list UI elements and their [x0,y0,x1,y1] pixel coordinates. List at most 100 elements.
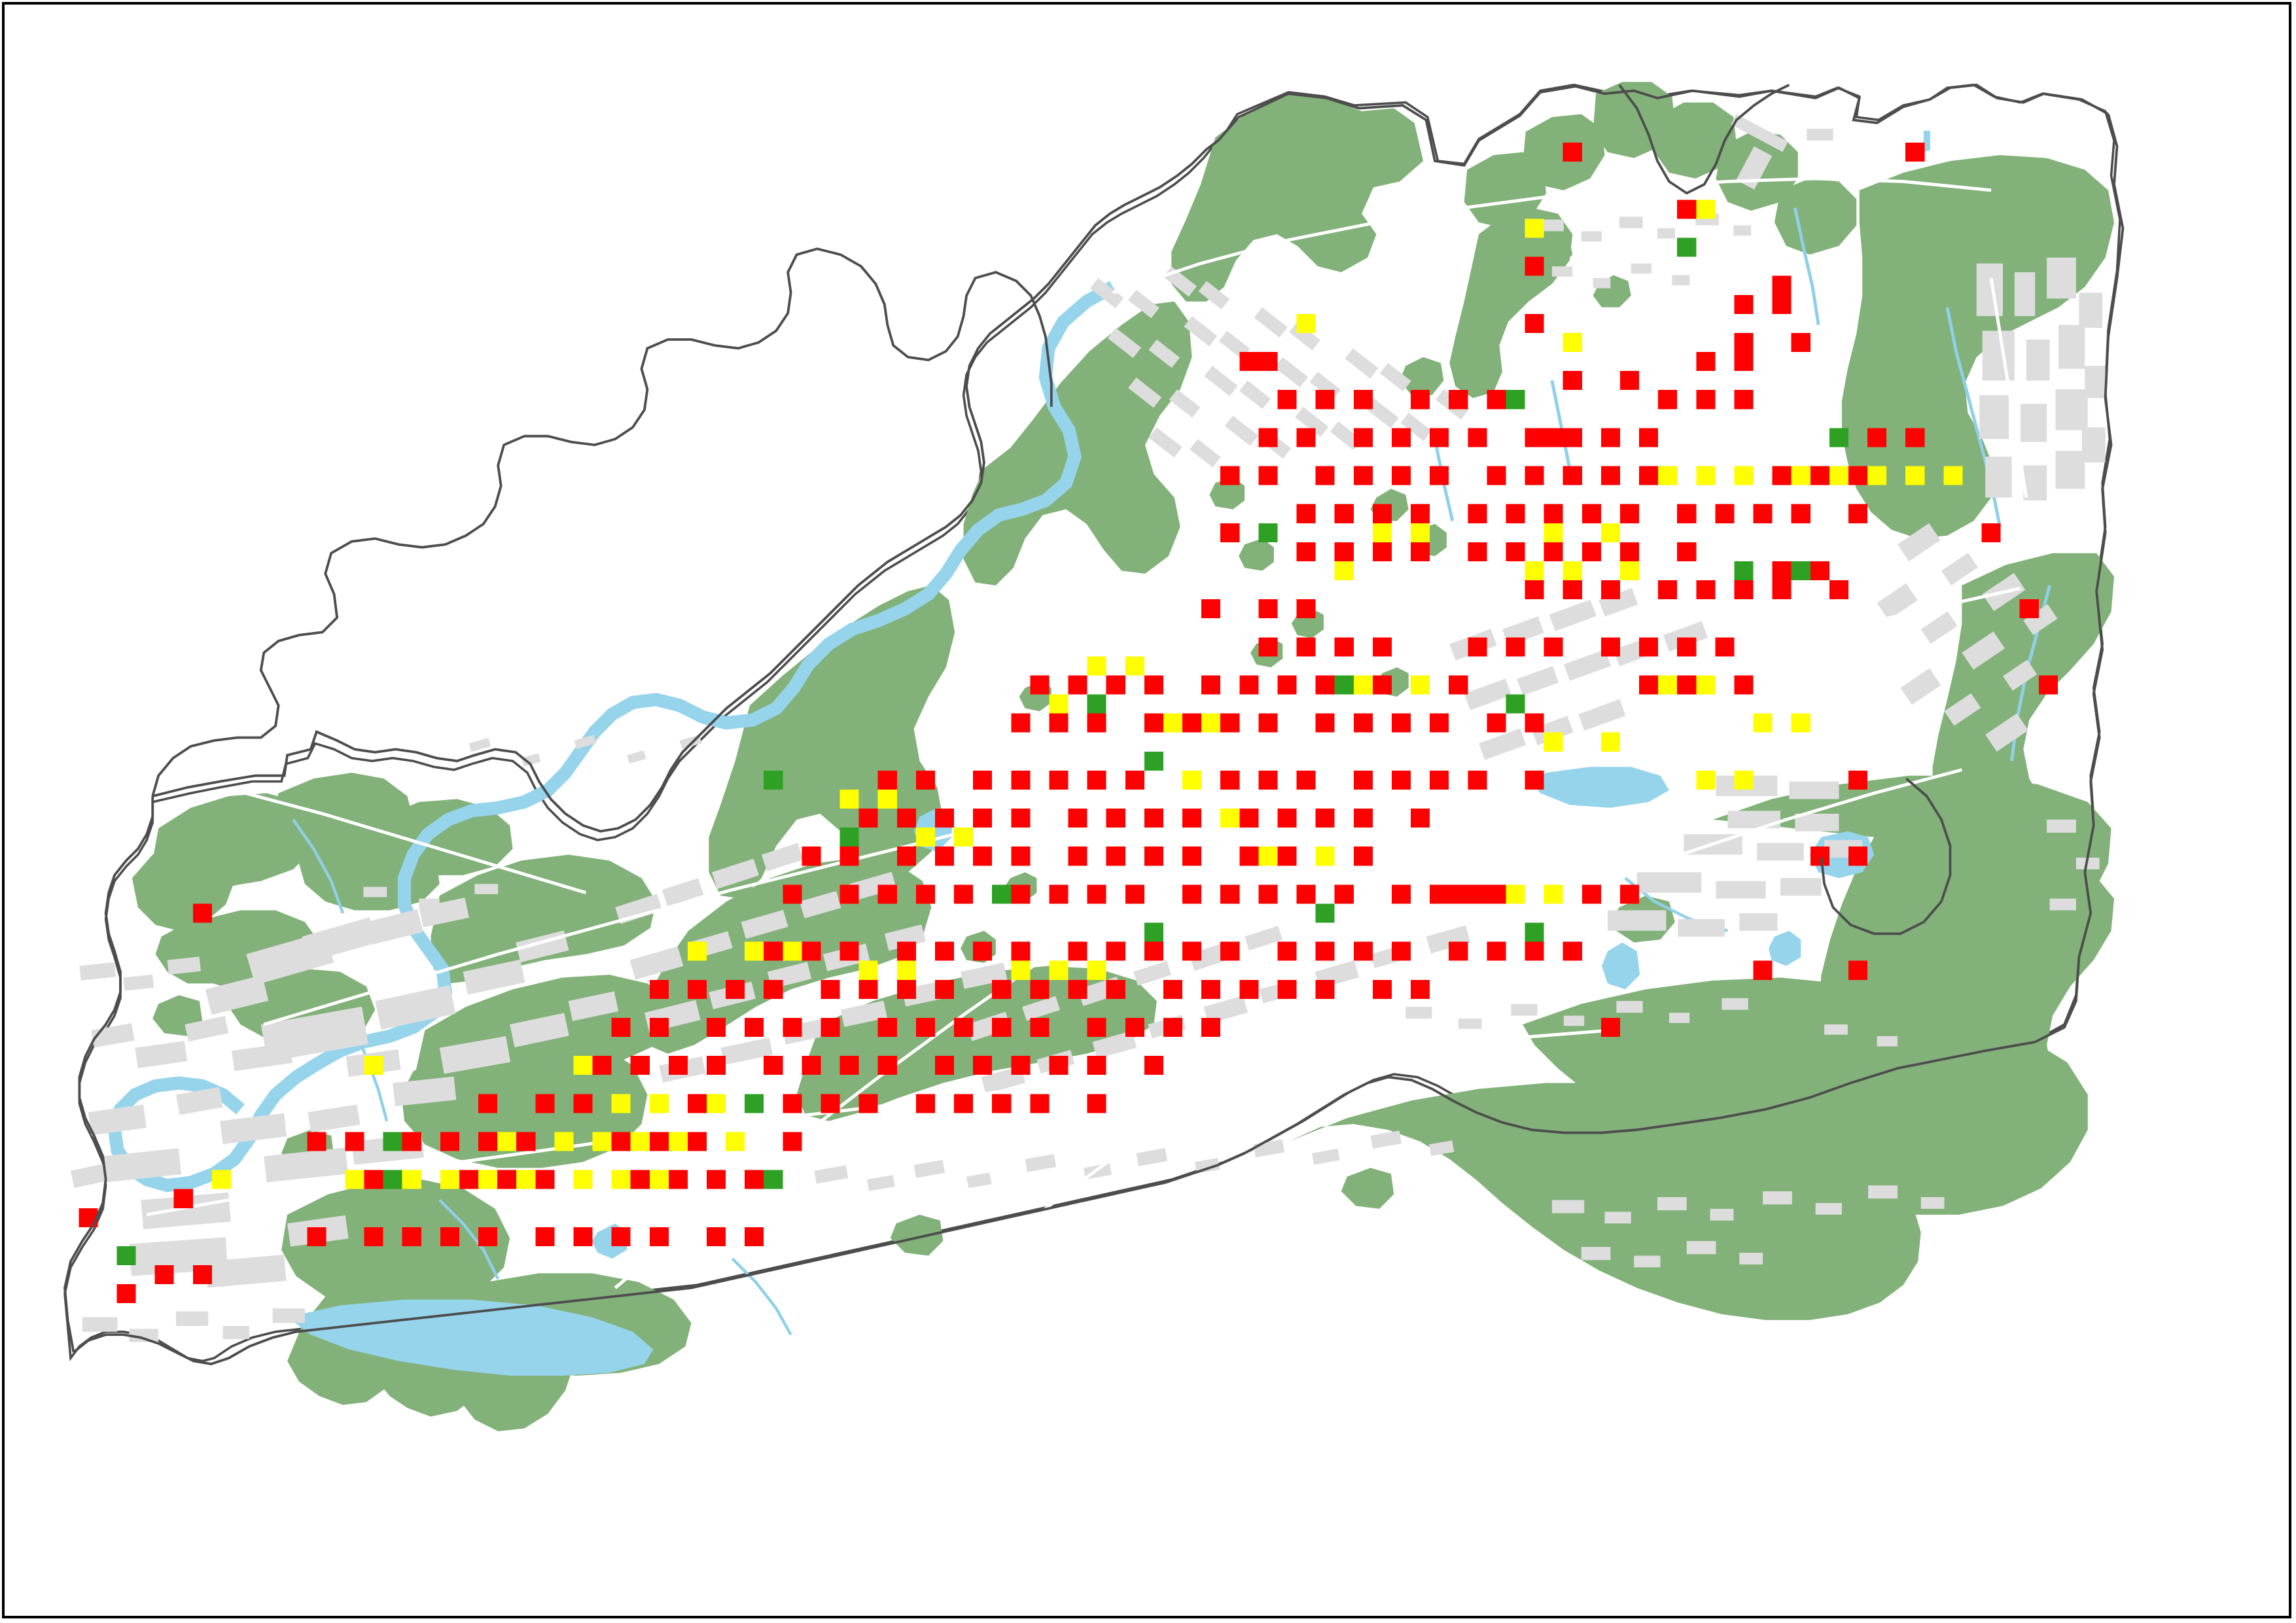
grid-cell-high [1430,466,1449,485]
grid-cell-high [2038,675,2058,695]
grid-cell-high [858,1094,878,1113]
grid-cell-high [1619,542,1640,561]
grid-cell-high [1258,428,1278,447]
grid-cell-high [973,809,993,828]
grid-cell-high [1258,884,1278,904]
grid-cell-high [1239,675,1259,695]
grid-cell-high [1106,979,1125,999]
grid-cell-high [1296,884,1316,904]
grid-cell-low [1334,675,1354,695]
grid-cell-high [1201,599,1221,619]
grid-cell-high [1411,979,1430,999]
grid-cell-high [1087,1056,1106,1075]
grid-cell-high [896,941,916,961]
grid-cell-high [1391,770,1411,790]
grid-cell-high [1258,352,1278,372]
grid-cell-high [1430,884,1449,904]
grid-cell-high [821,979,840,999]
grid-cell-medium [1696,770,1716,790]
grid-cell-high [1525,466,1544,485]
grid-cell-high [1334,542,1354,561]
grid-cell-medium [1658,466,1678,485]
grid-cell-medium [896,960,916,980]
grid-cell-high [1372,675,1392,695]
grid-cell-high [1125,884,1144,904]
grid-cell-high [307,1227,327,1246]
grid-cell-high [364,1170,383,1189]
grid-cell-low [1144,751,1163,771]
grid-cell-high [1544,637,1563,657]
builtup-scatter-s [814,1130,1455,1191]
grid-cell-high [649,1017,669,1038]
grid-cell-high [1296,504,1316,523]
grid-cell-high [1487,466,1506,485]
grid-cell-high [1734,580,1754,600]
grid-cell-medium [745,941,764,961]
grid-cell-high [1239,809,1259,828]
grid-cell-high [1772,275,1792,295]
grid-cell-high [954,884,974,904]
lake-mid-east [1531,767,1669,808]
grid-cell-medium [1696,466,1716,485]
boundary-layer [63,83,2125,1365]
grid-cell-high [1144,713,1163,733]
grid-cell-high [1220,466,1240,485]
grid-cell-high [706,1227,726,1246]
pond-small-2 [1602,942,1640,990]
grid-cell-low [764,770,783,790]
grid-cell-high [1372,637,1392,657]
grid-cell-high [706,1056,726,1075]
grid-cell-high [687,1132,707,1151]
grid-cell-high [783,1017,802,1038]
grid-cell-high [1525,313,1544,333]
grid-cell-medium [839,789,859,809]
grid-cell-high [1144,1056,1163,1075]
grid-cell-medium [478,1170,498,1189]
grid-cell-medium [858,960,878,980]
builtup-w-town [205,898,619,1074]
grid-cell-layer [79,143,2058,1304]
grid-cell-medium [1372,523,1392,542]
grid-cell-high [1106,846,1125,866]
grid-cell-high [1315,466,1335,485]
grid-cell-high [1468,770,1487,790]
grid-cell-high [1658,580,1678,600]
grid-cell-high [1353,713,1373,733]
grid-cell-high [915,770,935,790]
grid-cell-high [1563,580,1582,600]
grid-cell-high [649,979,669,999]
grid-cell-medium [573,1056,593,1075]
grid-cell-high [839,884,859,904]
grid-cell-high [1506,542,1525,561]
grid-cell-medium [1011,960,1031,980]
forest-s-small-1 [890,1214,944,1256]
boundary-west-lower [63,796,154,1353]
grid-cell-high [1030,979,1050,999]
grid-cell-high [1258,637,1278,657]
grid-cell-high [1981,523,2001,542]
grid-cell-high [478,1094,498,1113]
grid-cell-high [1296,770,1316,790]
grid-cell-high [1753,504,1773,523]
grid-cell-high [1220,941,1240,961]
grid-cell-high [1182,884,1202,904]
forest-e-fingers [1979,881,2115,1119]
forest-mid-small-4 [1239,538,1274,571]
grid-cell-high [478,1227,498,1246]
grid-cell-high [1525,580,1544,600]
grid-cell-high [1810,466,1829,485]
grid-cell-high [1353,809,1373,828]
grid-cell-medium [364,1056,383,1075]
grid-cell-medium [1334,561,1354,581]
grid-cell-high [1848,770,1868,790]
grid-cell-high [1030,1094,1050,1113]
grid-cell-high [934,1056,955,1075]
grid-cell-high [611,1227,631,1246]
road-e-1 [1610,768,1962,880]
grid-cell-high [877,770,897,790]
grid-cell-high [1049,884,1069,904]
grid-cell-high [1315,713,1335,733]
grid-cell-high [1258,599,1278,619]
grid-cell-high [896,809,916,828]
grid-cell-high [1068,809,1087,828]
